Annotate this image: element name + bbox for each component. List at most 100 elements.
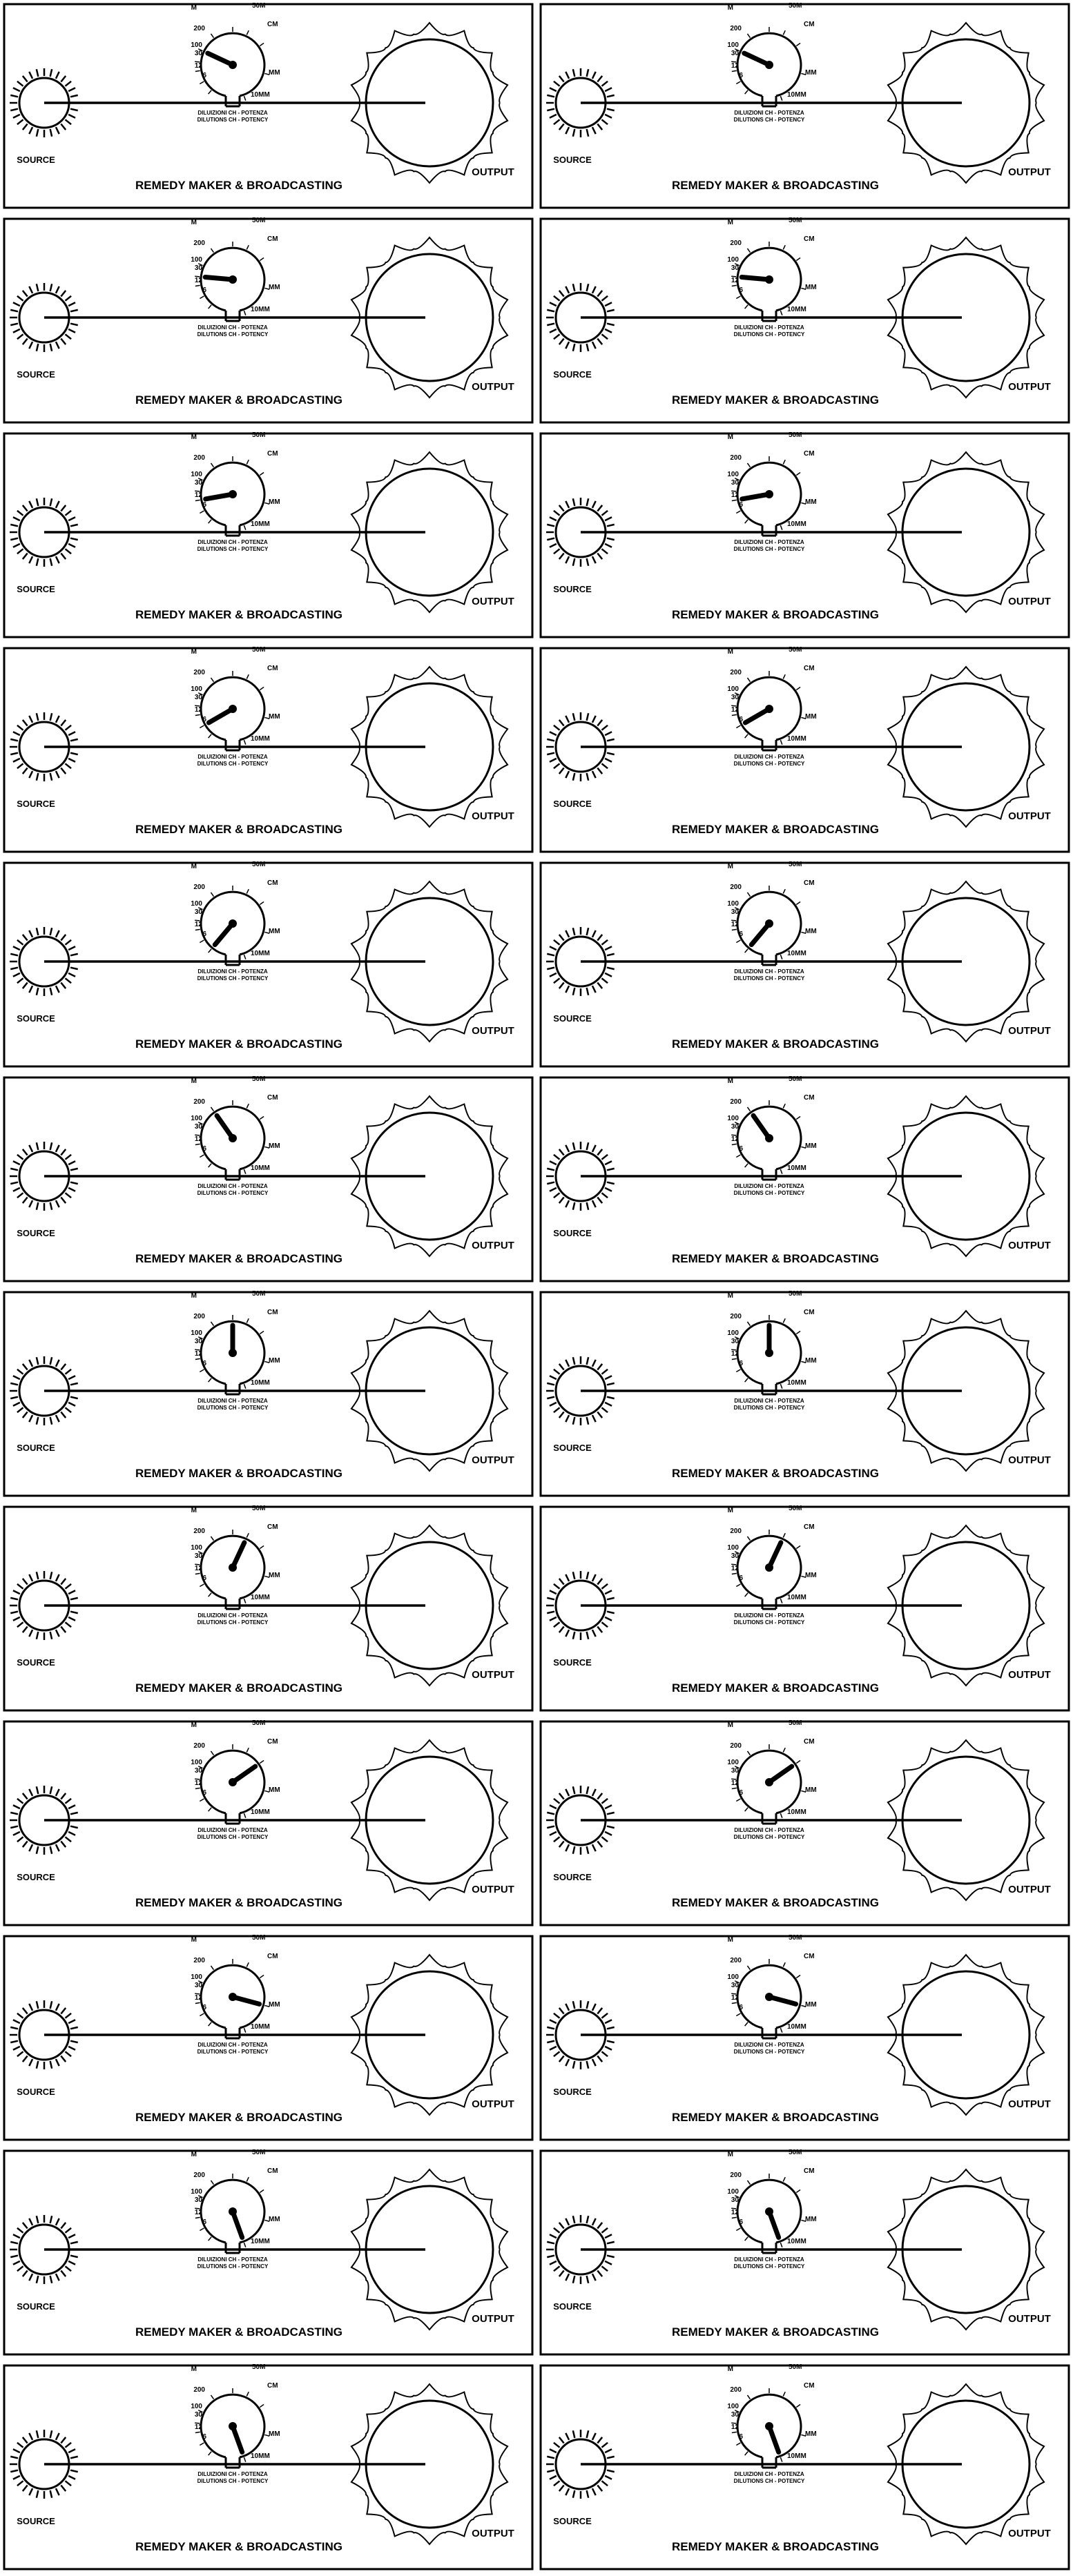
dial-label-mm: MM (805, 928, 817, 935)
output-label: OUTPUT (472, 2313, 514, 2325)
dial-label-50m: 50M (789, 1076, 802, 1083)
dial-label-200: 200 (730, 1957, 742, 1964)
dial-label-200: 200 (193, 25, 205, 32)
dial-label-50m: 50M (252, 2149, 265, 2156)
remedy-card: SOURCEOUTPUTM10M50MCM20010030126MM10MMDI… (539, 1076, 1070, 1282)
potency-dial[interactable]: M10M50MCM20010030126MM10MM (727, 1505, 817, 1610)
output-circle-icon (350, 665, 509, 828)
dial-hub (229, 275, 237, 284)
source-label: SOURCE (553, 1013, 592, 1024)
dial-label-100: 100 (191, 1329, 202, 1337)
remedy-card: SOURCEOUTPUTM10M50MCM20010030126MM10MMDI… (539, 1935, 1070, 2141)
dial-label-m: M (191, 1077, 197, 1085)
potency-dial[interactable]: M10M50MCM20010030126MM10MM (191, 1935, 280, 2040)
dial-pointer[interactable] (766, 2423, 782, 2455)
output-label: OUTPUT (1008, 2528, 1051, 2539)
dial-label-cm: CM (267, 21, 278, 28)
output-circle-icon (887, 1953, 1045, 2116)
dial-pointer[interactable] (748, 921, 772, 948)
remedy-card: SOURCEOUTPUTM10M50MCM20010030126MM10MMDI… (539, 1291, 1070, 1497)
dial-pointer[interactable] (214, 1113, 235, 1141)
dial-pointer[interactable] (203, 491, 235, 502)
potency-caption-it: DILUIZIONI CH - POTENZA (197, 2471, 268, 2477)
card-frame (3, 217, 534, 424)
output-circle-icon (887, 2383, 1045, 2546)
potency-dial[interactable]: M10M50MCM20010030126MM10MM (727, 1720, 817, 1825)
card-title: REMEDY MAKER & BROADCASTING (672, 2325, 879, 2339)
potency-caption-en: DILUTIONS CH - POTENCY (734, 1190, 805, 1196)
output-label: OUTPUT (1008, 381, 1051, 393)
dial-label-100: 100 (191, 256, 202, 264)
potency-dial[interactable]: M10M50MCM20010030126MM10MM (727, 647, 817, 752)
dial-pointer[interactable] (230, 1994, 262, 2007)
dial-pointer[interactable] (206, 706, 235, 725)
potency-dial[interactable]: M10M50MCM20010030126MM10MM (191, 1720, 280, 1825)
potency-dial[interactable]: M10M50MCM20010030126MM10MM (727, 1076, 817, 1181)
dial-label-cm: CM (804, 21, 815, 28)
potency-dial[interactable]: M10M50MCM20010030126MM10MM (727, 2364, 817, 2469)
dial-pointer[interactable] (766, 1994, 799, 2007)
source-label: SOURCE (553, 369, 592, 380)
potency-dial[interactable]: M10M50MCM20010030126MM10MM (191, 3, 280, 108)
card-title: REMEDY MAKER & BROADCASTING (135, 2540, 342, 2553)
dial-pointer[interactable] (766, 1540, 784, 1570)
output-circle-icon (350, 2168, 509, 2331)
card-title: REMEDY MAKER & BROADCASTING (135, 393, 342, 407)
dial-pointer[interactable] (212, 921, 235, 948)
dial-hub (229, 1563, 237, 1572)
potency-dial[interactable]: M10M50MCM20010030126MM10MM (727, 1935, 817, 2040)
potency-caption-it: DILUIZIONI CH - POTENZA (197, 110, 268, 116)
dial-pointer[interactable] (202, 275, 235, 282)
dial-label-cm: CM (267, 879, 278, 887)
remedy-card: SOURCEOUTPUTM10M50MCM20010030126MM10MMDI… (539, 1720, 1070, 1926)
potency-dial[interactable]: M10M50MCM20010030126MM10MM (191, 2149, 280, 2254)
potency-dial[interactable]: M10M50MCM20010030126MM10MM (727, 3, 817, 108)
potency-caption-en: DILUTIONS CH - POTENCY (734, 117, 805, 123)
potency-dial[interactable]: M10M50MCM20010030126MM10MM (191, 217, 280, 322)
dial-pointer[interactable] (230, 2423, 245, 2455)
dial-pointer[interactable] (766, 2209, 782, 2241)
card-frame (539, 1935, 1070, 2141)
potency-dial[interactable]: M10M50MCM20010030126MM10MM (191, 1076, 280, 1181)
dial-label-50m: 50M (252, 861, 265, 868)
dial-pointer[interactable] (742, 50, 772, 68)
dial-label-200: 200 (730, 1528, 742, 1535)
dial-pointer[interactable] (205, 50, 235, 68)
dial-label-10mm: 10MM (251, 306, 270, 313)
dial-label-mm: MM (269, 498, 280, 506)
output-label: OUTPUT (1008, 596, 1051, 607)
dial-label-m: M (191, 2365, 197, 2373)
potency-dial[interactable]: M10M50MCM20010030126MM10MM (727, 217, 817, 322)
potency-dial[interactable]: M10M50MCM20010030126MM10MM (191, 861, 280, 966)
source-label: SOURCE (553, 1443, 592, 1453)
potency-caption-it: DILUIZIONI CH - POTENZA (734, 539, 804, 545)
dial-pointer[interactable] (230, 2209, 245, 2241)
dial-pointer[interactable] (739, 275, 772, 282)
dial-label-200: 200 (193, 669, 205, 676)
potency-dial[interactable]: M10M50MCM20010030126MM10MM (727, 861, 817, 966)
dial-pointer[interactable] (230, 1540, 247, 1570)
dial-label-cm: CM (267, 1738, 278, 1746)
potency-dial[interactable]: M10M50MCM20010030126MM10MM (727, 2149, 817, 2254)
potency-caption-it: DILUIZIONI CH - POTENZA (734, 1827, 804, 1833)
dial-pointer[interactable] (230, 1764, 258, 1785)
dial-label-12: 12 (195, 1565, 203, 1572)
potency-caption-en: DILUTIONS CH - POTENCY (197, 2478, 269, 2484)
dial-pointer[interactable] (766, 1764, 795, 1785)
potency-dial[interactable]: M10M50MCM20010030126MM10MM (727, 432, 817, 537)
dial-pointer[interactable] (751, 1113, 772, 1141)
dial-pointer[interactable] (742, 706, 772, 725)
dial-label-12: 12 (195, 706, 203, 714)
potency-dial[interactable]: M10M50MCM20010030126MM10MM (191, 1291, 280, 1396)
dial-label-m: M (191, 1936, 197, 1944)
potency-dial[interactable]: M10M50MCM20010030126MM10MM (727, 1291, 817, 1396)
output-circle-icon (350, 1095, 509, 1258)
dial-label-10mm: 10MM (787, 1594, 806, 1601)
dial-pointer[interactable] (740, 491, 772, 502)
potency-dial[interactable]: M10M50MCM20010030126MM10MM (191, 1505, 280, 1610)
potency-dial[interactable]: M10M50MCM20010030126MM10MM (191, 647, 280, 752)
potency-dial[interactable]: M10M50MCM20010030126MM10MM (191, 432, 280, 537)
dial-label-mm: MM (269, 69, 280, 77)
potency-dial[interactable]: M10M50MCM20010030126MM10MM (191, 2364, 280, 2469)
dial-label-6: 6 (739, 2433, 743, 2441)
